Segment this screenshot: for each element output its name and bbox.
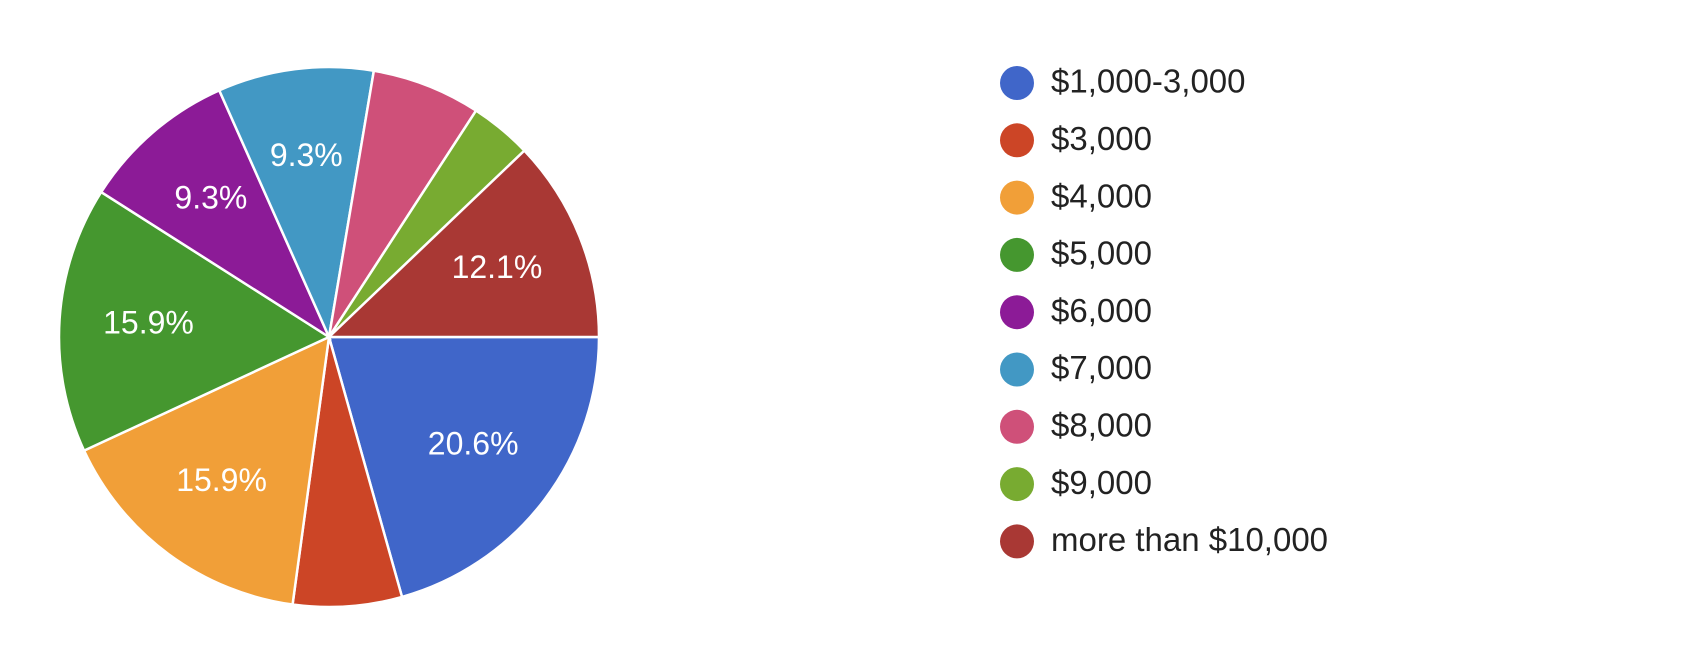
slice-label: 15.9%: [103, 305, 194, 341]
legend-marker: [1000, 524, 1034, 559]
slice-label: 12.1%: [452, 249, 543, 285]
legend-marker: [1000, 123, 1034, 158]
pie-slice: [327, 69, 478, 338]
slice-label: 15.9%: [176, 462, 267, 498]
legend-marker: [1000, 409, 1034, 444]
legend-label: $7,000: [1051, 349, 1152, 386]
slice-label: 9.3%: [174, 179, 247, 215]
legend-marker: [1000, 467, 1034, 502]
legend-label: $6,000: [1051, 292, 1152, 329]
pie-slice: [217, 65, 376, 342]
legend-label: $3,000: [1051, 120, 1152, 157]
legend-marker: [1000, 180, 1034, 215]
legend-label: $9,000: [1051, 464, 1152, 501]
pie-slice: [325, 148, 601, 339]
legend-label: $8,000: [1051, 407, 1152, 444]
slice-label: 9.3%: [270, 137, 343, 173]
legend-marker: [1000, 237, 1034, 272]
legend-label: more than $10,000: [1051, 521, 1328, 558]
legend-label: $4,000: [1051, 177, 1152, 214]
legend-label: $1,000-3,000: [1051, 63, 1246, 100]
legend-marker: [1000, 352, 1034, 387]
pie-slice: [99, 88, 332, 341]
pie-slice: [327, 335, 601, 599]
pie-slice: [57, 190, 332, 453]
legend-marker: [1000, 295, 1034, 330]
slice-label: 20.6%: [428, 426, 519, 462]
legend-label: $5,000: [1051, 235, 1152, 272]
pie-slice: [82, 334, 331, 606]
legend-marker: [1000, 66, 1034, 100]
